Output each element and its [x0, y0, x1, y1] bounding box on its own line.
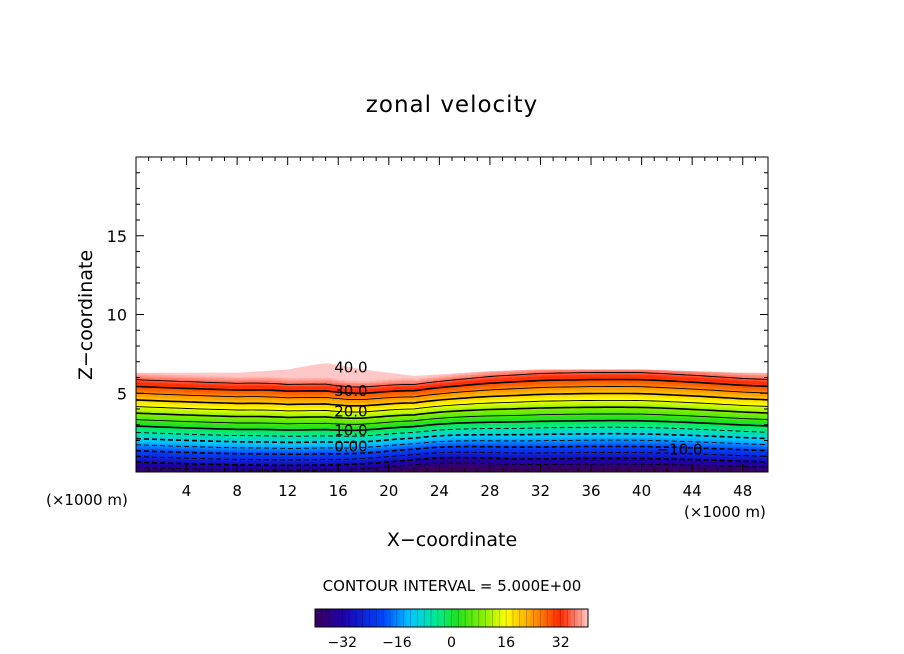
x-tick-label-48: 48: [733, 482, 752, 500]
contour-label-2: 20.0: [334, 403, 367, 421]
colorbar-frame: [314, 608, 589, 628]
colorbar-tick-label-0: −32: [328, 635, 358, 651]
contour-line--15: [136, 439, 768, 449]
chart-title: zonal velocity: [366, 92, 538, 118]
contour-line-20: [136, 392, 768, 407]
y-tick-label-15: 15: [107, 227, 127, 246]
x-tick-label-32: 32: [531, 482, 550, 500]
x-tick-label-8: 8: [232, 482, 242, 500]
contour-lines: [136, 372, 768, 471]
x-tick-label-20: 20: [379, 482, 398, 500]
contour-label-5: −10.0: [657, 440, 703, 458]
contour-label-3: 10.0: [334, 422, 367, 440]
colorbar-tick-label-4: 32: [552, 635, 570, 651]
contour-line--5: [136, 426, 768, 437]
contour-line-5: [136, 413, 768, 425]
colorbar-tick-label-3: 16: [497, 635, 515, 651]
x-tick-label-16: 16: [329, 482, 348, 500]
contour-line--10: [136, 432, 768, 444]
y-axis-label: Z−coordinate: [75, 250, 97, 380]
contour-line-15: [136, 399, 768, 413]
contour-line--20: [136, 445, 768, 456]
x-unit-right: (×1000 m): [684, 503, 766, 521]
contour-line--35: [136, 462, 768, 471]
x-tick-label-36: 36: [581, 482, 600, 500]
contour-label-0: 40.0: [334, 359, 367, 377]
colorbar: −32 −16 0 16 32: [314, 608, 589, 651]
x-tick-label-44: 44: [683, 482, 702, 500]
contour-label-4: 0.00: [334, 437, 367, 455]
colorbar-tick-label-2: 0: [447, 635, 456, 651]
x-tick-label-12: 12: [278, 482, 297, 500]
contour-line-30: [136, 378, 768, 395]
x-tick-label-28: 28: [480, 482, 499, 500]
contour-labels: 40.0 30.0 20.010.00.00 −10.0: [334, 359, 702, 459]
contour-line-10: [136, 406, 768, 419]
y-tick-label-10: 10: [107, 306, 127, 325]
x-axis-label: X−coordinate: [387, 529, 517, 551]
y-tick-label-5: 5: [117, 384, 127, 403]
contour-interval-text: CONTOUR INTERVAL = 5.000E+00: [323, 577, 582, 595]
contour-line--25: [136, 451, 768, 461]
x-tick-label-24: 24: [430, 482, 449, 500]
contour-line-35: [136, 372, 768, 388]
contour-line--30: [136, 456, 768, 467]
x-tick-label-40: 40: [632, 482, 651, 500]
contour-label-1: 30.0: [334, 382, 367, 400]
x-unit-left: (×1000 m): [46, 491, 128, 509]
x-tick-label-4: 4: [182, 482, 192, 500]
contour-line-25: [136, 386, 768, 401]
colorbar-tick-label-1: −16: [382, 635, 412, 651]
contour-line-0: [136, 419, 768, 432]
